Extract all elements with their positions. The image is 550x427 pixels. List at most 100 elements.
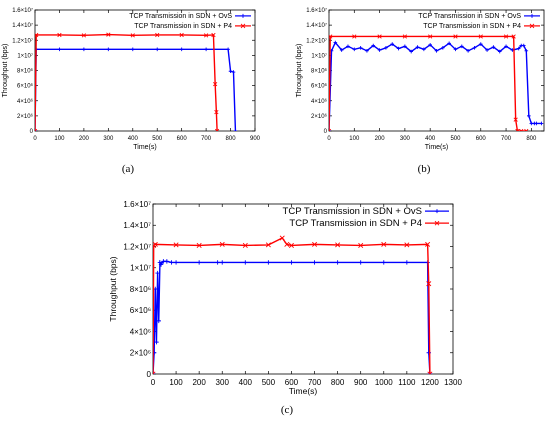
legend-label-1: TCP Transmission in SDN + P4 [134, 23, 232, 30]
x-tick-label: 500 [450, 136, 461, 142]
y-tick-label: 1.6×10⁷ [306, 7, 327, 14]
series-line-0 [35, 48, 237, 131]
x-tick-label: 600 [177, 136, 188, 142]
series-line-0 [329, 41, 542, 131]
x-tick-label: 100 [169, 378, 183, 387]
data-point-1 [404, 242, 410, 248]
y-tick-label: 1.4×10⁷ [123, 221, 151, 230]
data-point-0 [491, 45, 496, 49]
data-point-1 [35, 32, 39, 38]
x-tick-label: 400 [128, 136, 139, 142]
data-point-0 [390, 42, 395, 46]
data-point-0 [289, 260, 294, 265]
series-line-1 [329, 35, 527, 131]
data-point-0 [106, 47, 111, 52]
data-point-1 [377, 34, 382, 39]
data-point-0 [82, 47, 86, 52]
data-point-1 [511, 34, 516, 39]
x-tick-label: 200 [375, 136, 386, 142]
data-point-1 [213, 81, 218, 87]
data-point-0 [352, 47, 357, 52]
data-point-0 [156, 318, 161, 324]
x-tick-label: 700 [308, 378, 322, 387]
x-tick-label: 1000 [375, 378, 393, 387]
data-point-0 [524, 49, 529, 53]
data-point-1 [179, 32, 184, 38]
data-point-0 [539, 121, 544, 126]
data-point-0 [155, 270, 160, 276]
x-tick-label: 1100 [398, 378, 416, 387]
x-tick-label: 500 [262, 378, 276, 387]
y-tick-label: 1.2×10⁷ [306, 37, 327, 44]
x-axis-label: Time(s) [425, 144, 448, 151]
data-point-1 [279, 235, 285, 241]
data-point-0 [57, 47, 62, 52]
data-point-0 [158, 262, 164, 267]
data-point-0 [521, 43, 526, 48]
legend-marker-1 [529, 23, 535, 29]
data-point-1 [106, 32, 111, 37]
y-tick-label: 2×10⁶ [311, 113, 328, 120]
y-tick-label: 1.4×10⁷ [306, 22, 327, 29]
data-point-0 [534, 121, 539, 126]
y-tick-label: 8×10⁶ [311, 68, 328, 75]
data-point-0 [447, 41, 451, 46]
y-tick-label: 0 [30, 129, 34, 135]
data-point-0 [335, 260, 340, 265]
data-point-1 [335, 242, 341, 248]
data-point-1 [214, 128, 220, 131]
data-point-0 [497, 49, 502, 54]
data-point-1 [381, 241, 387, 247]
chart-panel-a: 0 100 200 300 400 500 600 700 800 900 0 2×10⁶ 4×10⁶ 6… [2, 7, 261, 175]
legend-marker-1 [240, 23, 246, 29]
data-point-1 [35, 128, 38, 131]
x-tick-label: 300 [103, 136, 114, 142]
data-point-0 [371, 43, 376, 48]
data-point-1 [329, 34, 333, 39]
series-line-1 [153, 237, 431, 374]
data-point-0 [164, 259, 170, 264]
data-point-0 [384, 46, 388, 50]
data-point-1 [265, 242, 271, 248]
data-point-0 [130, 47, 135, 52]
y-tick-label: 1.4×10⁷ [12, 22, 33, 29]
y-tick-label: 2×10⁶ [130, 349, 151, 358]
data-point-0 [529, 121, 534, 126]
data-point-0 [312, 260, 317, 265]
data-point-0 [466, 49, 470, 53]
data-point-0 [365, 49, 369, 53]
series-group [153, 235, 433, 374]
y-tick-label: 6×10⁶ [130, 306, 151, 315]
data-point-0 [215, 260, 220, 265]
data-point-0 [485, 48, 489, 52]
x-tick-label: 600 [285, 378, 299, 387]
x-axis-label: Time(s) [133, 144, 156, 151]
legend-label-0: TCP Transmission in SDN + OvS [129, 13, 232, 20]
y-tick-label: 1×10⁷ [311, 52, 327, 59]
data-point-1 [155, 32, 160, 38]
legend-label-1: TCP Transmission in SDN + P4 [423, 23, 521, 30]
data-point-1 [402, 34, 408, 39]
legend-marker-0 [241, 13, 245, 18]
data-point-1 [329, 128, 332, 131]
legend: TCP Transmission in SDN + OvS TCP Transmi… [129, 13, 251, 30]
legend-marker-1 [434, 220, 440, 226]
data-point-0 [233, 129, 238, 131]
data-point-0 [453, 47, 458, 52]
data-point-0 [173, 260, 179, 265]
data-point-0 [404, 260, 410, 265]
data-point-0 [415, 45, 420, 49]
data-point-1 [453, 34, 458, 39]
y-tick-label: 8×10⁶ [130, 285, 151, 294]
data-point-0 [220, 260, 225, 265]
data-point-0 [358, 260, 363, 265]
data-point-1 [153, 241, 158, 247]
data-point-0 [478, 42, 483, 46]
data-point-0 [196, 260, 202, 265]
data-point-0 [169, 260, 174, 265]
data-point-1 [478, 34, 483, 39]
plot-frame [152, 203, 454, 375]
data-point-0 [428, 42, 432, 47]
data-point-1 [214, 109, 219, 115]
